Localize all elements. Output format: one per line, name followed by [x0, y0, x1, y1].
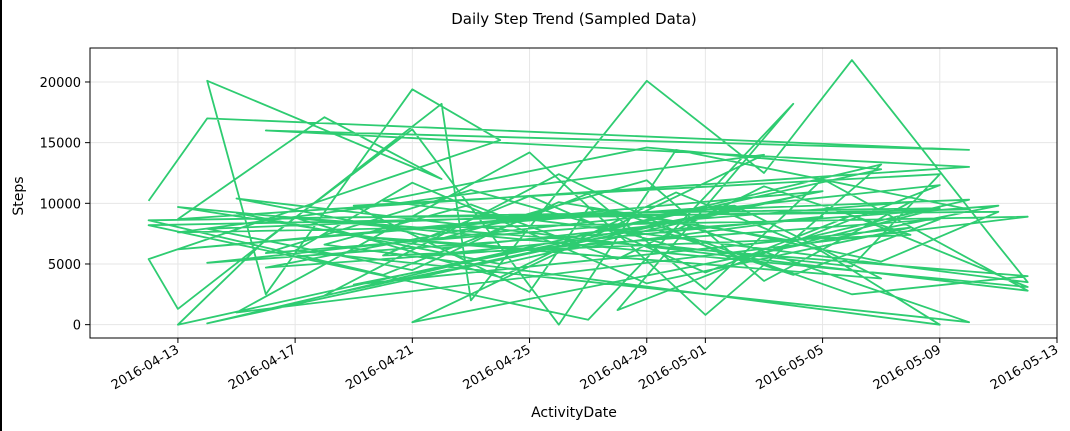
y-tick-label: 0: [73, 319, 81, 334]
x-tick-label: 2016-04-17: [226, 342, 299, 393]
x-tick-label: 2016-05-05: [754, 342, 827, 393]
y-axis-label: Steps: [11, 176, 27, 215]
series-line-0: [147, 59, 1029, 326]
plot-frame: [89, 47, 1058, 339]
x-tick-label: 2016-05-09: [871, 342, 944, 393]
x-tick-label: 2016-04-25: [461, 342, 534, 393]
y-tick-label: 10000: [40, 197, 81, 212]
series-layer: [147, 59, 1029, 326]
y-tick-label: 15000: [40, 137, 81, 152]
y-tick-label: 5000: [48, 258, 81, 273]
x-tick-label: 2016-05-13: [988, 342, 1061, 393]
chart-title: Daily Step Trend (Sampled Data): [451, 10, 697, 28]
x-axis-label: ActivityDate: [531, 405, 617, 421]
x-tick-label: 2016-04-21: [343, 342, 416, 393]
y-tick-label: 20000: [40, 76, 81, 91]
x-axis: 2016-04-13 2016-04-17 2016-04-21 2016-04-25…: [109, 338, 1061, 393]
y-axis: 0 5000 10000 15000 20000: [40, 76, 90, 334]
x-tick-label: 2016-04-13: [109, 342, 182, 393]
